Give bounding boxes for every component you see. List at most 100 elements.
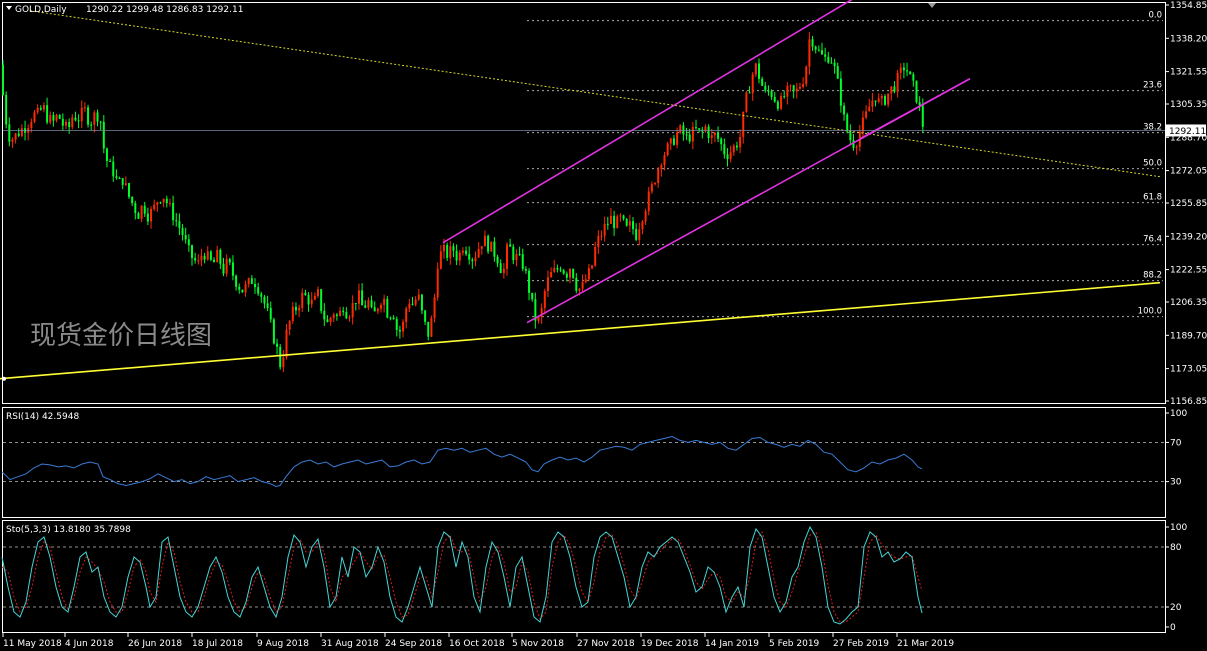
watermark-text: 现货金价日线图 xyxy=(30,321,212,351)
time-tick-label: 9 Aug 2018 xyxy=(257,639,309,649)
price-tick-label: 1338.20 xyxy=(1170,34,1207,44)
candle-down xyxy=(231,262,234,276)
sto-signal-line xyxy=(1,530,923,623)
candle-down xyxy=(672,138,675,145)
candle-down xyxy=(228,259,231,263)
candle-up xyxy=(868,106,871,112)
candle-down xyxy=(250,278,253,284)
candle-up xyxy=(206,251,209,260)
candle-down xyxy=(562,270,565,274)
candle-down xyxy=(783,96,786,98)
candle-down xyxy=(884,95,886,105)
candle-down xyxy=(304,292,307,296)
candle-up xyxy=(899,67,902,73)
candle-up xyxy=(732,145,735,153)
candle-down xyxy=(354,303,357,305)
candle-up xyxy=(36,107,39,113)
candle-down xyxy=(105,148,108,161)
candle-down xyxy=(342,310,345,313)
trendline-anchor xyxy=(2,376,6,381)
candle-up xyxy=(244,284,247,293)
fib-label: 61.8 xyxy=(1143,193,1162,203)
candle-up xyxy=(11,139,14,142)
candle-up xyxy=(871,100,874,107)
candle-up xyxy=(439,251,442,269)
candle-up xyxy=(443,244,445,252)
candle-down xyxy=(184,234,187,240)
candle-down xyxy=(8,124,11,142)
candle-up xyxy=(710,135,713,138)
ohlc-values: 1290.22 1299.48 1286.83 1292.11 xyxy=(86,5,243,15)
candle-down xyxy=(2,64,4,95)
candle-up xyxy=(865,111,868,118)
rsi-panel xyxy=(1,435,1165,488)
fib-label: 50.0 xyxy=(1143,159,1162,169)
candle-down xyxy=(370,300,373,308)
candle-up xyxy=(569,268,571,278)
candle-up xyxy=(310,299,313,305)
candle-down xyxy=(213,259,216,263)
candle-down xyxy=(276,343,279,347)
candle-down xyxy=(364,305,367,308)
candle-up xyxy=(474,257,477,262)
candle-down xyxy=(87,107,90,125)
candle-up xyxy=(348,317,351,319)
candle-down xyxy=(175,220,178,222)
candle-down xyxy=(625,218,628,226)
time-tick-label: 18 Jul 2018 xyxy=(192,639,243,649)
collapse-triangle-icon[interactable] xyxy=(6,6,12,10)
chart-shift-marker-icon[interactable] xyxy=(928,3,936,8)
candle-up xyxy=(317,289,319,296)
candle-down xyxy=(565,273,568,278)
axis-tick-label: 70 xyxy=(1170,438,1182,448)
candle-up xyxy=(786,85,789,97)
candle-down xyxy=(194,257,197,261)
candle-up xyxy=(329,317,332,323)
candle-up xyxy=(515,253,518,261)
candle-down xyxy=(695,127,697,129)
time-tick-label: 31 Aug 2018 xyxy=(321,639,379,649)
price-tick-label: 1288.70 xyxy=(1170,133,1207,143)
fib-label: 100.0 xyxy=(1138,307,1162,317)
candle-down xyxy=(688,134,691,142)
candle-down xyxy=(811,39,814,47)
fib-label: 88.2 xyxy=(1143,271,1162,281)
candle-down xyxy=(487,235,490,252)
candle-up xyxy=(417,294,420,300)
candle-up xyxy=(357,290,360,304)
candle-up xyxy=(609,215,612,224)
rsi-axis: 100 70 30 xyxy=(1165,409,1187,488)
time-tick-label: 26 Jun 2018 xyxy=(128,639,182,649)
candle-up xyxy=(654,183,657,185)
candle-up xyxy=(669,138,672,144)
candle-down xyxy=(455,250,458,261)
candle-down xyxy=(68,121,71,128)
candle-up xyxy=(660,165,663,170)
candle-up xyxy=(153,204,156,209)
candle-up xyxy=(603,223,606,236)
candle-up xyxy=(458,252,461,261)
candle-up xyxy=(150,208,153,222)
price-tick-label: 1305.35 xyxy=(1170,100,1207,110)
candle-up xyxy=(896,72,899,92)
stochastic-axis: 100 80 20 0 xyxy=(1165,523,1187,633)
candle-down xyxy=(411,303,414,305)
candle-down xyxy=(90,124,93,126)
candle-up xyxy=(298,307,301,311)
candle-down xyxy=(471,259,474,262)
candle-up xyxy=(543,291,546,308)
price-tick-label: 1272.05 xyxy=(1170,167,1207,177)
candle-up xyxy=(216,249,219,263)
candle-up xyxy=(628,221,631,226)
candle-up xyxy=(30,121,33,129)
candle-up xyxy=(657,169,660,184)
candle-up xyxy=(754,63,757,75)
candle-up xyxy=(578,288,581,291)
price-tick-label: 1156.85 xyxy=(1170,397,1207,407)
candle-up xyxy=(666,143,669,156)
candle-up xyxy=(855,146,858,148)
time-axis: 11 May 2018 4 Jun 2018 26 Jun 2018 18 Jul 2… xyxy=(2,633,954,649)
candle-down xyxy=(893,86,896,92)
candle-up xyxy=(168,202,171,204)
candle-up xyxy=(483,235,486,247)
